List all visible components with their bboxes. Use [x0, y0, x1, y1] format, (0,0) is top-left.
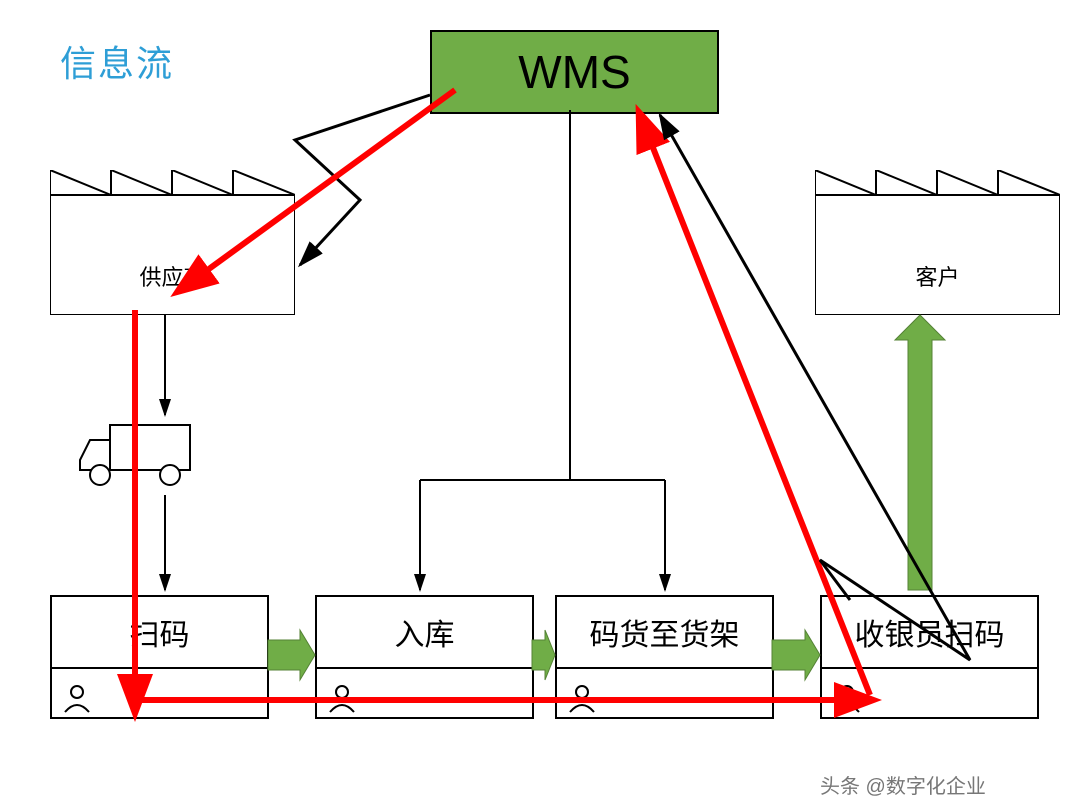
process-cashier: 收银员扫码 — [820, 595, 1039, 719]
operator-icon — [832, 684, 862, 714]
process-scan: 扫码 — [50, 595, 269, 719]
truck-icon — [75, 420, 195, 495]
operator-icon — [62, 684, 92, 714]
process-label: 收银员扫码 — [855, 610, 1005, 654]
process-label: 码货至货架 — [590, 610, 740, 654]
wms-node: WMS — [430, 30, 719, 114]
wms-label: WMS — [518, 45, 630, 99]
operator-icon — [567, 684, 597, 714]
supplier-node: 供应商 — [50, 170, 295, 315]
watermark-text: 头条 @数字化企业 — [820, 770, 986, 799]
supplier-label: 供应商 — [50, 260, 295, 292]
process-label: 入库 — [395, 610, 455, 654]
diagram-title: 信息流 — [60, 35, 174, 87]
operator-icon — [327, 684, 357, 714]
process-inbound: 入库 — [315, 595, 534, 719]
process-shelve: 码货至货架 — [555, 595, 774, 719]
customer-node: 客户 — [815, 170, 1060, 315]
customer-label: 客户 — [815, 260, 1060, 292]
process-label: 扫码 — [130, 610, 190, 654]
